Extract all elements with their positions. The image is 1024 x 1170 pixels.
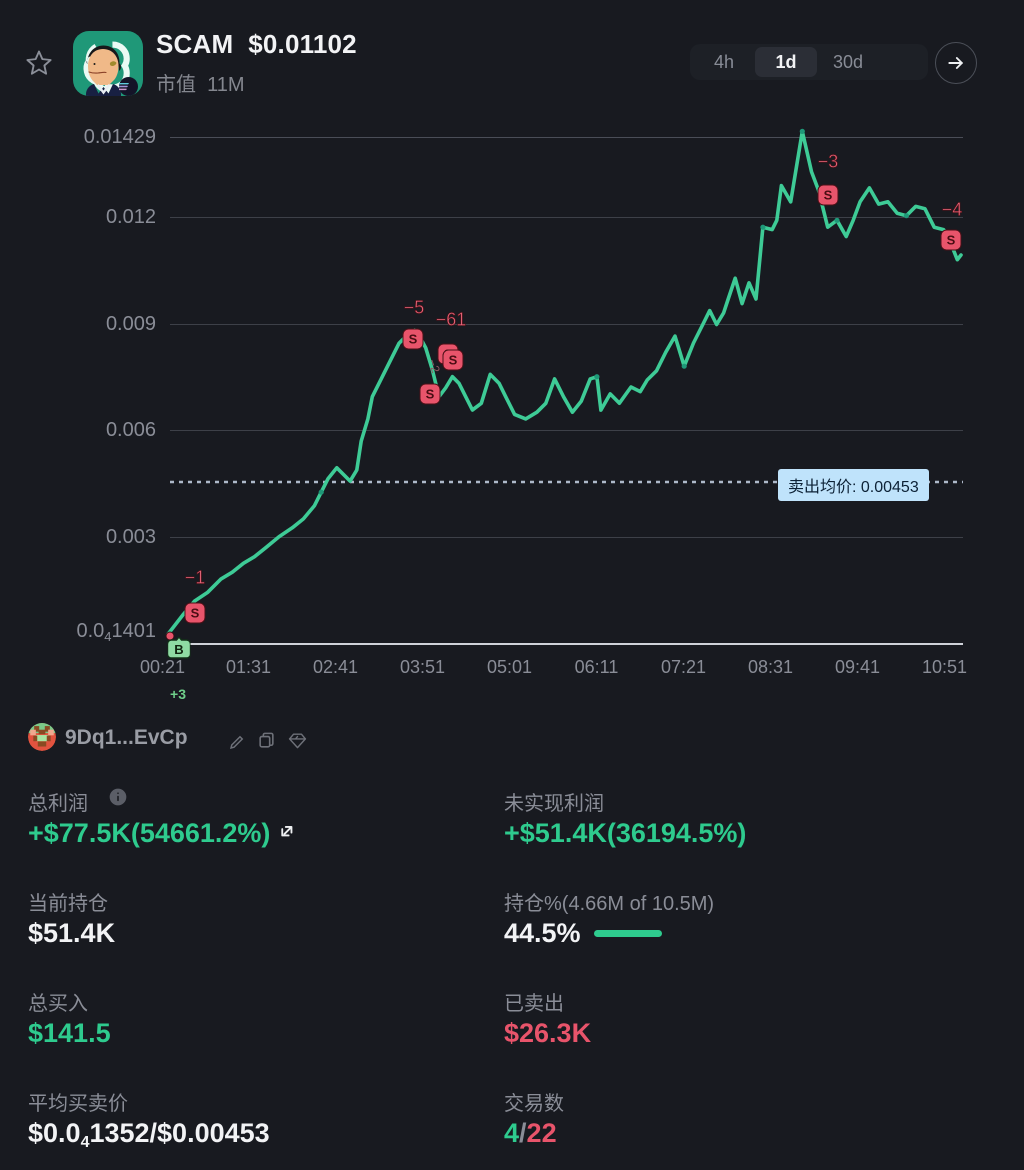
svg-text:B: B [174, 642, 183, 657]
